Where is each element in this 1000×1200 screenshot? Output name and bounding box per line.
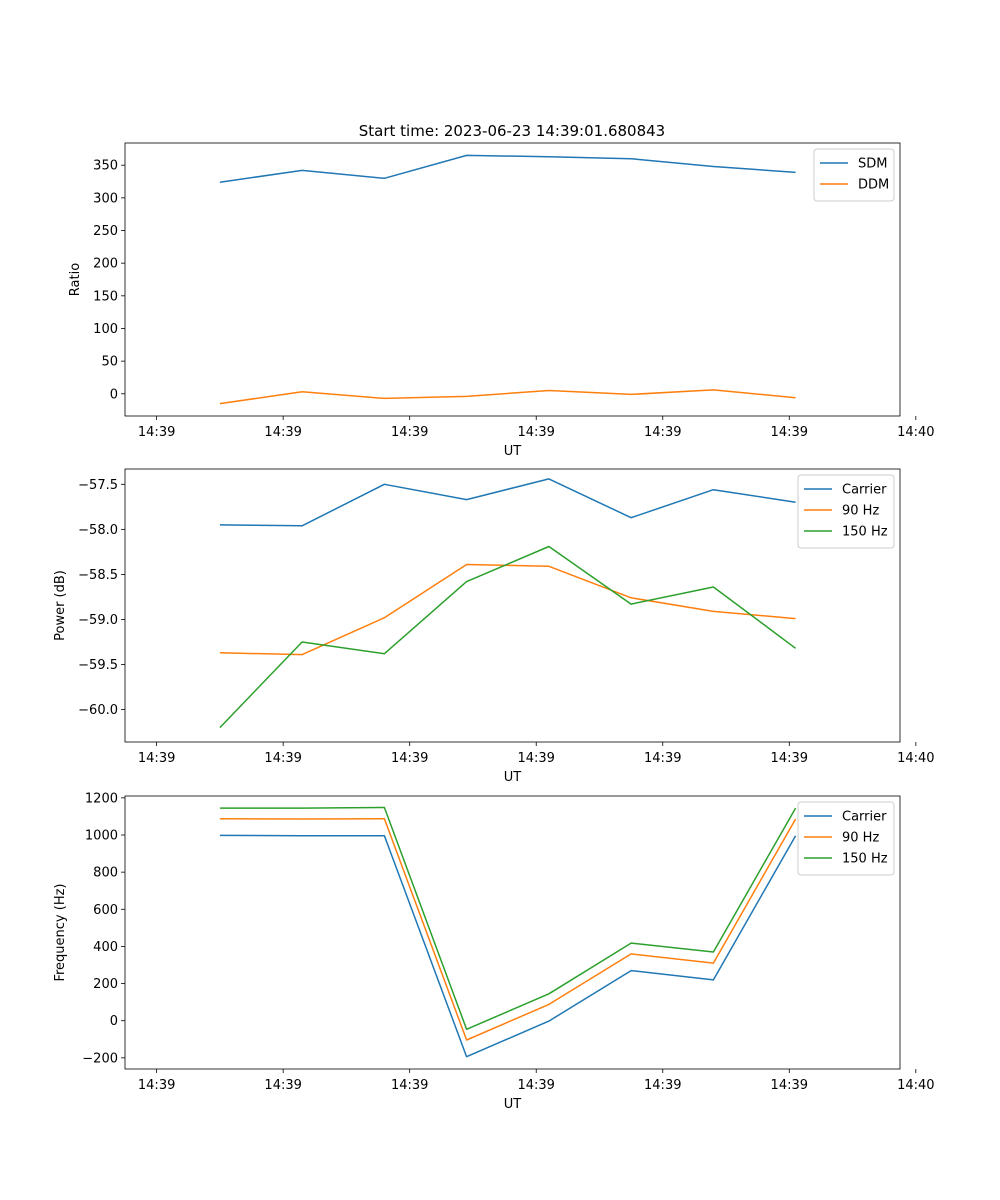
x-tick-label: 14:40 — [897, 751, 934, 766]
x-tick-label: 14:39 — [264, 425, 301, 440]
legend-label: 90 Hz — [842, 504, 879, 519]
x-tick-label: 14:39 — [644, 1078, 681, 1093]
y-tick-label: 50 — [101, 355, 118, 370]
x-tick-label: 14:39 — [138, 425, 175, 440]
x-tick-label: 14:39 — [391, 425, 428, 440]
x-tick-label: 14:39 — [517, 1078, 554, 1093]
legend-label: 90 Hz — [842, 831, 879, 846]
legend-label: SDM — [858, 157, 887, 172]
axes-frame — [124, 468, 901, 743]
y-tick-label: 200 — [93, 257, 118, 272]
x-tick-label: 14:39 — [517, 751, 554, 766]
x-axis-label: UT — [504, 770, 522, 785]
y-tick-label: 1000 — [85, 829, 118, 844]
legend-frame — [797, 474, 895, 549]
x-tick-label: 14:39 — [771, 751, 808, 766]
x-tick-label: 14:40 — [897, 425, 934, 440]
y-tick-label: −58.5 — [78, 568, 118, 583]
series-line-90-hz — [219, 563, 796, 656]
y-tick-label: 100 — [93, 322, 118, 337]
legend-label: Carrier — [842, 483, 887, 498]
series-line-sdm — [219, 154, 796, 183]
legend-label: 150 Hz — [842, 525, 888, 540]
series-line-150-hz — [219, 545, 797, 729]
legend-frame — [813, 148, 895, 202]
series-line-ddm — [219, 389, 796, 405]
axes-frame — [124, 142, 901, 417]
y-tick-label: 0 — [110, 1014, 118, 1029]
panel-1: 14:39 14:39 14:39 14:39 14:39 14:39 14:40 0 50 10… — [68, 142, 935, 459]
x-tick-label: 14:39 — [771, 1078, 808, 1093]
x-tick-label: 14:39 — [517, 425, 554, 440]
x-tick-label: 14:39 — [138, 751, 175, 766]
y-tick-label: 250 — [93, 224, 118, 239]
x-tick-label: 14:39 — [138, 1078, 175, 1093]
axes-frame — [124, 795, 901, 1070]
y-tick-label: 350 — [93, 159, 118, 174]
legend-label: DDM — [858, 178, 889, 193]
y-tick-label: −200 — [82, 1051, 118, 1066]
y-tick-label: 600 — [93, 903, 118, 918]
legend: Carrier 90 Hz 150 Hz — [797, 474, 895, 549]
y-tick-label: −59.5 — [78, 658, 118, 673]
series-line-carrier — [219, 834, 797, 1058]
y-tick-label: 800 — [93, 866, 118, 881]
x-tick-label: 14:40 — [897, 1078, 934, 1093]
y-axis-label: Frequency (Hz) — [53, 883, 68, 981]
x-tick-label: 14:39 — [644, 751, 681, 766]
legend: Carrier 90 Hz 150 Hz — [797, 801, 895, 876]
y-tick-label: 300 — [93, 191, 118, 206]
y-tick-label: 0 — [110, 387, 118, 402]
legend-frame — [797, 801, 895, 876]
y-tick-label: 1200 — [85, 791, 118, 806]
y-tick-label: 200 — [93, 977, 118, 992]
x-tick-label: 14:39 — [391, 1078, 428, 1093]
series-line-150-hz — [219, 806, 797, 1031]
y-tick-label: −59.0 — [78, 613, 118, 628]
legend: SDM DDM — [813, 148, 895, 202]
x-tick-label: 14:39 — [264, 751, 301, 766]
y-axis-label: Ratio — [68, 263, 83, 296]
panel-3: 14:39 14:39 14:39 14:39 14:39 14:39 14:40 −200 0… — [53, 791, 935, 1112]
x-tick-label: 14:39 — [771, 425, 808, 440]
panels: 14:39 14:39 14:39 14:39 14:39 14:39 14:40 0 50 10… — [53, 142, 935, 1112]
x-tick-label: 14:39 — [644, 425, 681, 440]
x-tick-label: 14:39 — [264, 1078, 301, 1093]
panel-2: 14:39 14:39 14:39 14:39 14:39 14:39 14:40 −60.0… — [53, 468, 935, 785]
x-axis-label: UT — [504, 444, 522, 459]
y-tick-label: −60.0 — [78, 703, 118, 718]
figure-title: Start time: 2023-06-23 14:39:01.680843 — [359, 122, 665, 140]
y-axis-label: Power (dB) — [53, 570, 68, 641]
x-axis-label: UT — [504, 1097, 522, 1112]
legend-label: Carrier — [842, 810, 887, 825]
y-tick-label: 400 — [93, 940, 118, 955]
y-tick-label: −57.5 — [78, 478, 118, 493]
y-tick-label: −58.0 — [78, 523, 118, 538]
y-tick-label: 150 — [93, 289, 118, 304]
series-line-carrier — [219, 478, 796, 527]
x-tick-label: 14:39 — [391, 751, 428, 766]
legend-label: 150 Hz — [842, 852, 888, 867]
series-line-90-hz — [219, 817, 797, 1041]
